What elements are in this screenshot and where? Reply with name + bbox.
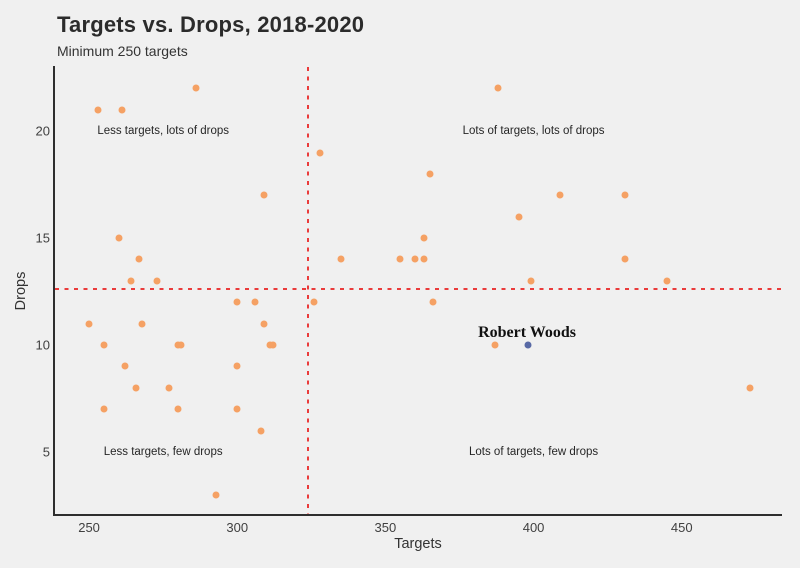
data-point	[429, 298, 437, 306]
x-axis-line	[53, 514, 782, 516]
data-point	[138, 320, 146, 328]
data-point	[411, 255, 419, 263]
y-axis-line	[53, 66, 55, 516]
data-point	[174, 405, 182, 413]
mean-drops-reference-line	[55, 288, 781, 291]
x-tick-label: 450	[670, 520, 693, 535]
x-tick-label: 400	[522, 520, 545, 535]
data-point	[115, 234, 123, 242]
data-point	[621, 191, 629, 199]
y-tick-label: 5	[42, 444, 50, 460]
data-point	[420, 234, 428, 242]
x-tick-label: 250	[78, 520, 100, 535]
data-point	[515, 213, 523, 221]
chart-subtitle: Minimum 250 targets	[57, 43, 188, 59]
data-point	[269, 341, 277, 349]
x-axis-label: Targets	[394, 536, 442, 552]
data-point	[212, 491, 220, 499]
data-point	[426, 170, 434, 178]
data-point	[420, 255, 428, 263]
quadrant-label: Less targets, few drops	[103, 445, 223, 458]
data-point	[100, 341, 108, 349]
y-tick-label: 10	[35, 337, 50, 353]
data-point	[153, 277, 161, 285]
data-point	[494, 84, 502, 92]
data-point	[310, 298, 318, 306]
y-tick-label: 20	[35, 123, 50, 139]
data-point	[100, 405, 108, 413]
quadrant-label: Less targets, lots of drops	[97, 125, 229, 138]
data-point	[85, 320, 93, 328]
data-point	[316, 149, 324, 157]
data-point	[192, 84, 200, 92]
data-point	[118, 106, 126, 114]
data-point	[251, 298, 259, 306]
x-tick-label: 300	[226, 520, 249, 535]
data-point	[177, 341, 185, 349]
data-point-robert-woods	[524, 341, 532, 349]
data-point	[127, 277, 135, 285]
quadrant-label: Lots of targets, lots of drops	[462, 125, 605, 138]
data-point	[94, 106, 102, 114]
x-tick-label: 350	[374, 520, 397, 535]
data-point	[135, 255, 143, 263]
point-label-robert-woods: Robert Woods	[478, 324, 577, 342]
data-point	[556, 191, 564, 199]
data-point	[527, 277, 535, 285]
data-point	[121, 362, 129, 370]
data-point	[491, 341, 499, 349]
data-point	[337, 255, 345, 263]
data-point	[233, 405, 241, 413]
data-point	[165, 384, 173, 392]
data-point	[396, 255, 404, 263]
mean-targets-reference-line	[307, 67, 310, 514]
chart-title: Targets vs. Drops, 2018-2020	[57, 12, 365, 37]
y-tick-label: 15	[35, 230, 50, 246]
data-point	[132, 384, 140, 392]
data-point	[260, 191, 268, 199]
plot-panel: Less targets, lots of drops Lots of targe…	[55, 67, 781, 514]
data-point	[621, 255, 629, 263]
data-point	[233, 298, 241, 306]
data-point	[257, 427, 265, 435]
data-point	[260, 320, 268, 328]
data-point	[746, 384, 754, 392]
data-point	[663, 277, 671, 285]
y-axis-label: Drops	[13, 271, 29, 311]
data-point	[233, 362, 241, 370]
quadrant-label: Lots of targets, few drops	[469, 445, 599, 458]
